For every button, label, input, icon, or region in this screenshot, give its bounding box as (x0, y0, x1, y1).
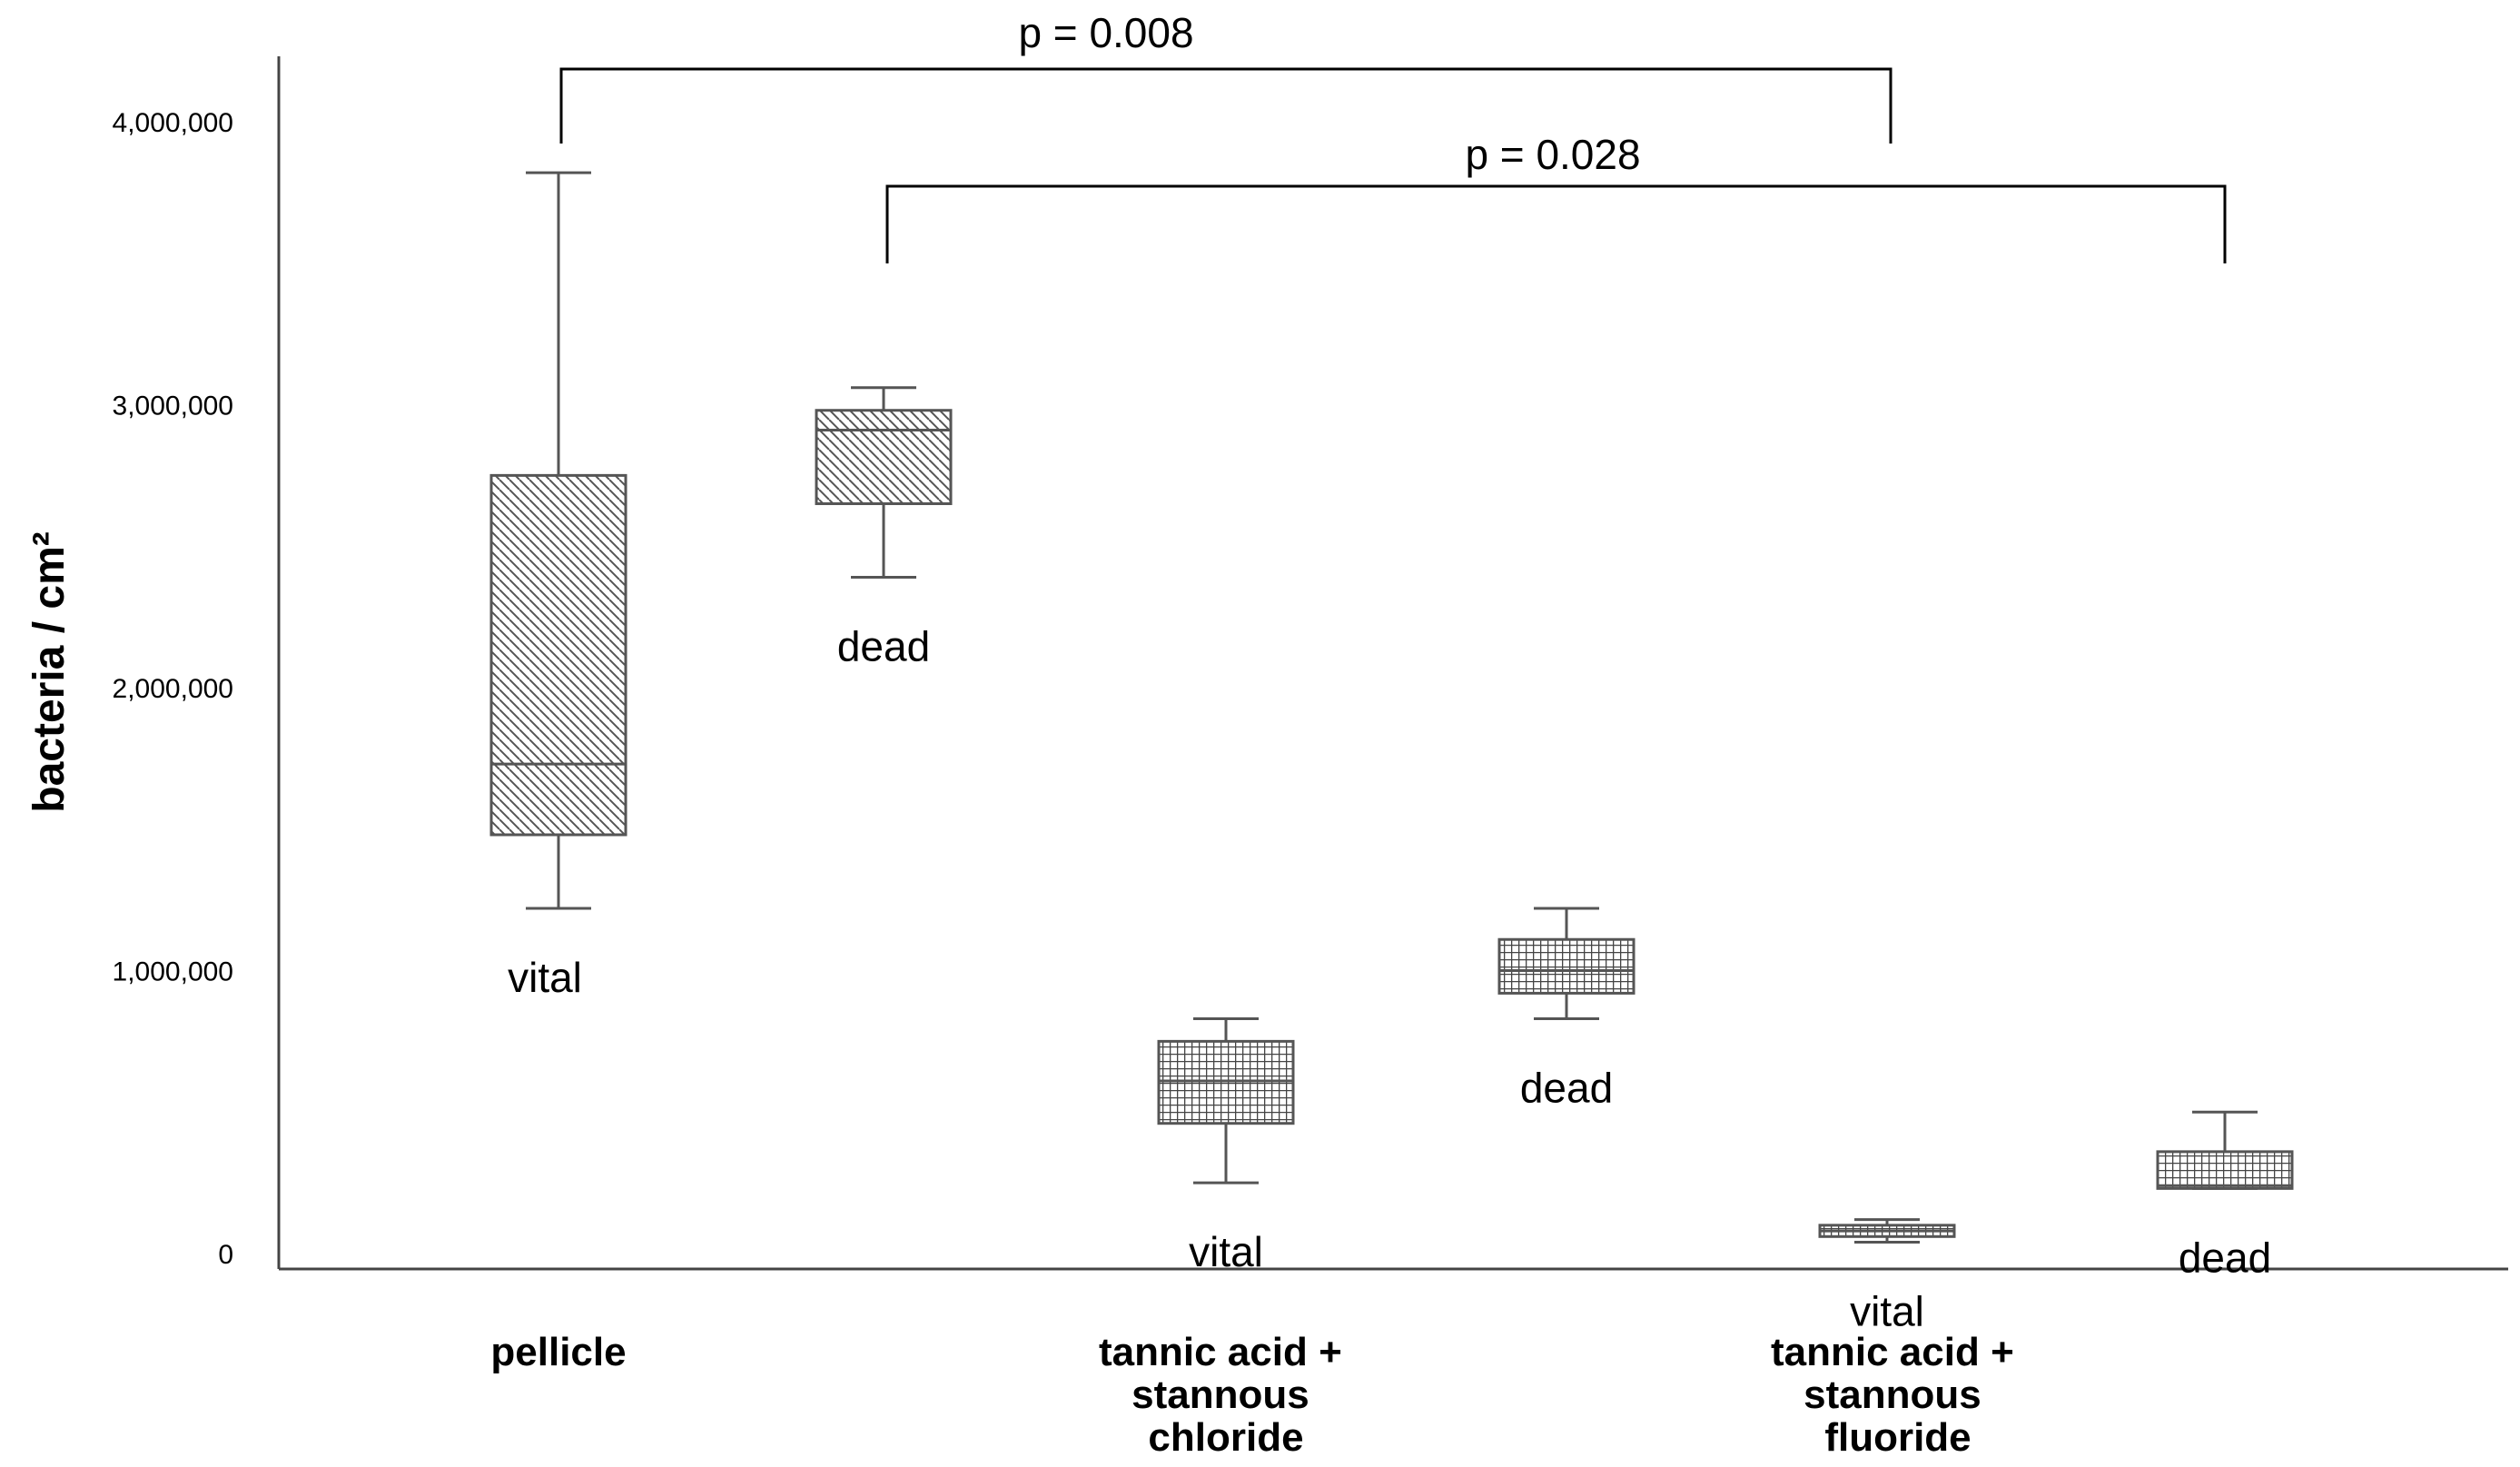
box-3: vital (1157, 1016, 1295, 1275)
box-label: vital (1189, 1228, 1263, 1275)
iqr-box (1157, 1039, 1295, 1125)
box-6: dead (2156, 1110, 2294, 1281)
iqr-box (489, 473, 628, 837)
category-label-line: tannic acid + (1099, 1330, 1342, 1374)
box-1: vital (489, 171, 628, 1001)
category-label-line: fluoride (1824, 1415, 1971, 1460)
y-tick-labels: 0 1,000,000 2,000,000 3,000,000 4,000,00… (113, 108, 233, 1270)
p-value-label: p = 0.008 (1018, 9, 1193, 56)
category-label-chloride: tannic acid + stannous chloride (1099, 1330, 1353, 1460)
category-label-line: chloride (1148, 1415, 1303, 1460)
y-axis-label: bacteria / cm² (25, 531, 74, 812)
significance-bracket (559, 67, 1892, 144)
iqr-box (1497, 937, 1636, 995)
box-label: dead (2179, 1234, 2271, 1281)
box-label: dead (1520, 1064, 1613, 1111)
box-series: vital dead vital dead vital dead (489, 171, 2294, 1335)
y-tick-label: 3,000,000 (113, 392, 233, 421)
iqr-box (815, 409, 953, 506)
p-value-label: p = 0.028 (1465, 131, 1640, 178)
box-label: dead (837, 623, 930, 670)
box-2: dead (815, 386, 953, 670)
y-tick-label: 2,000,000 (113, 674, 233, 704)
box-label: vital (508, 954, 582, 1001)
significance-annotations: p = 0.008 p = 0.028 (559, 9, 2227, 263)
category-label-line: stannous (1132, 1373, 1309, 1417)
category-label-fluoride: tannic acid + stannous fluoride (1771, 1330, 2025, 1460)
category-label-line: tannic acid + (1771, 1330, 2014, 1374)
y-tick-label: 1,000,000 (113, 957, 233, 987)
y-tick-label: 0 (218, 1240, 233, 1270)
box-4: dead (1497, 907, 1636, 1111)
category-label-line: stannous (1804, 1373, 1981, 1417)
y-tick-label: 4,000,000 (113, 108, 233, 138)
iqr-box (2156, 1150, 2294, 1190)
category-label-pellicle: pellicle (490, 1330, 626, 1374)
box-5: vital (1818, 1218, 1956, 1335)
box-label: vital (1850, 1288, 1924, 1335)
significance-bracket (885, 184, 2227, 263)
